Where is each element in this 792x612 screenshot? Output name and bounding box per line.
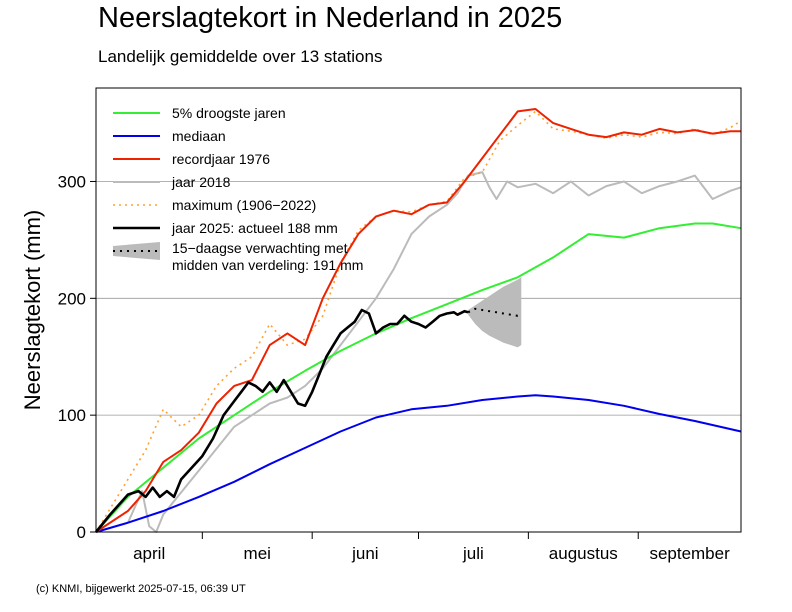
legend-label-5: jaar 2025: actueel 188 mm <box>171 220 338 236</box>
x-tick-label: mei <box>244 544 271 563</box>
x-tick-label: juli <box>462 544 484 563</box>
y-tick-label: 100 <box>58 406 86 425</box>
legend-label-2: recordjaar 1976 <box>172 151 270 167</box>
legend-label-forecast-1: 15−daagse verwachting met <box>172 240 348 256</box>
legend-label-1: mediaan <box>172 128 226 144</box>
x-tick-label: april <box>133 544 165 563</box>
legend-label-4: maximum (1906−2022) <box>172 197 316 213</box>
x-tick-label: september <box>649 544 730 563</box>
series-line-5 <box>94 308 469 533</box>
forecast-layer <box>467 277 522 348</box>
y-axis-label: Neerslagtekort (mm) <box>20 210 45 410</box>
grid-lines <box>96 181 741 416</box>
footer-credit: (c) KNMI, bijgewerkt 2025-07-15, 06:39 U… <box>36 583 246 595</box>
axes: 0 100 200 300 april mei juni juli augustus septem… <box>58 172 730 563</box>
series-line-0 <box>95 222 742 533</box>
series-layer <box>94 108 742 533</box>
y-tick-label: 200 <box>58 289 86 308</box>
page-title: Neerslagtekort in Nederland in 2025 <box>98 2 563 34</box>
series-line-1 <box>95 394 742 533</box>
y-tick-label: 300 <box>58 172 86 191</box>
legend: 5% droogste jaren mediaan recordjaar 1976 j… <box>113 105 363 273</box>
y-tick-label: 0 <box>77 523 86 542</box>
forecast-median-line <box>467 307 522 317</box>
x-tick-label: juni <box>351 544 378 563</box>
legend-label-3: jaar 2018 <box>171 174 231 190</box>
legend-label-0: 5% droogste jaren <box>172 105 286 121</box>
page-subtitle: Landelijk gemiddelde over 13 stations <box>98 47 383 66</box>
series-line-3 <box>95 171 742 533</box>
legend-label-forecast-2: midden van verdeling: 191 mm <box>172 257 363 273</box>
forecast-band <box>468 277 522 348</box>
legend-swatch-forecast <box>113 242 160 260</box>
x-tick-label: augustus <box>549 544 618 563</box>
series-line-4 <box>95 110 742 533</box>
series-line-2 <box>95 108 741 533</box>
